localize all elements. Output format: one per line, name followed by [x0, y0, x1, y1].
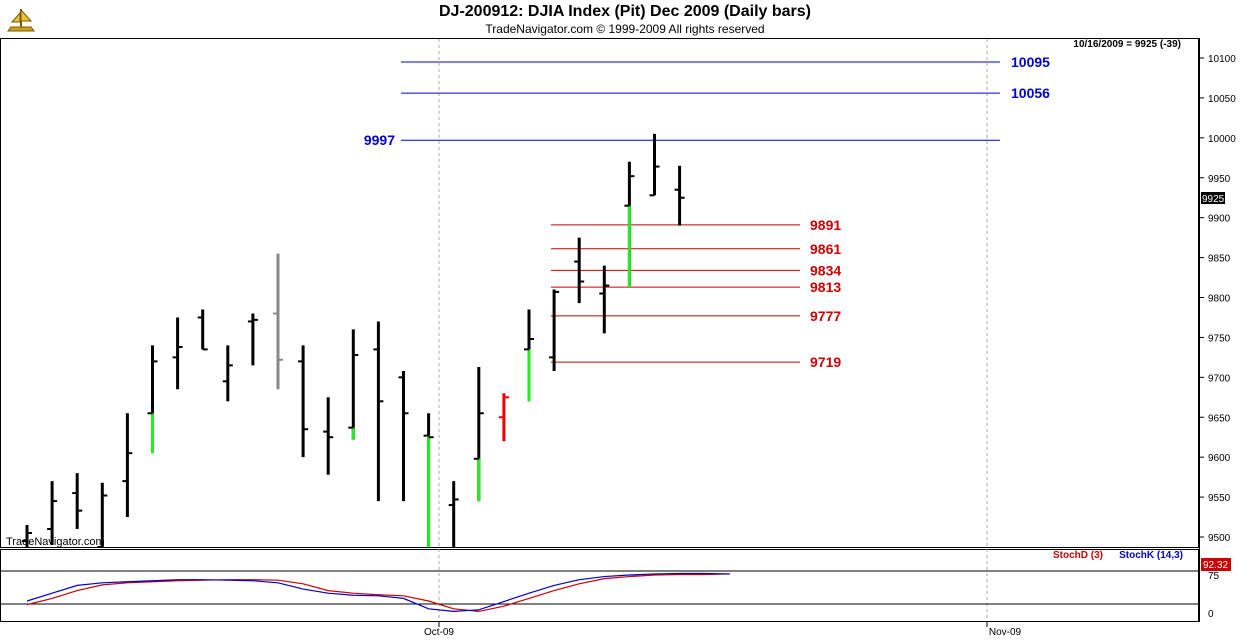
ohlc-bar [498, 393, 509, 442]
chart-subtitle: TradeNavigator.com © 1999-2009 All right… [485, 22, 765, 36]
price-axis: 9500 9550 9600 9650 9700 9750 9800 9850 9900 9950… [1199, 54, 1236, 544]
y-tick-label: 10100 [1208, 54, 1236, 65]
y-tick-label: 9550 [1208, 493, 1231, 504]
y-tick-label: 9700 [1208, 373, 1231, 384]
ohlc-bar [298, 345, 309, 458]
support-label: 9891 [810, 217, 841, 233]
ohlc-bar [323, 397, 334, 475]
stochd-legend: StochD (3) [1053, 550, 1103, 561]
tradenavigator-logo-icon [7, 8, 35, 32]
support-label: 9834 [810, 262, 841, 278]
y-tick-label: 9650 [1208, 413, 1231, 424]
resistance-label: 10095 [1011, 54, 1050, 70]
ohlc-bar [247, 313, 258, 366]
x-label-oct: Oct-09 [424, 627, 454, 638]
stochastic-lines [26, 572, 730, 613]
ohlc-bars [22, 133, 685, 548]
stoch-tick-75: 75 [1208, 571, 1220, 582]
support-label: 9861 [810, 241, 841, 257]
ohlc-bar [122, 413, 133, 518]
price-panel-frame [0, 38, 1199, 548]
stoch-series-line [26, 572, 730, 613]
ohlc-bar [72, 473, 83, 530]
y-tick-label: 9750 [1208, 333, 1231, 344]
ohlc-bar [22, 525, 32, 547]
stoch-series-line [26, 573, 730, 613]
y-tick-label: 9900 [1208, 214, 1231, 225]
y-tick-label: 9850 [1208, 254, 1231, 265]
support-label: 9777 [810, 308, 841, 324]
ohlc-bar [624, 161, 635, 288]
ohlc-bar [674, 165, 685, 226]
ohlc-bar [524, 309, 534, 402]
ohlc-bar [448, 481, 459, 547]
resistance-label: 10056 [1011, 85, 1050, 101]
chart-title: DJ-200912: DJIA Index (Pit) Dec 2009 (Da… [438, 3, 811, 20]
stoch-tag-box [1201, 558, 1231, 571]
chart-header: DJ-200912: DJIA Index (Pit) Dec 2009 (Da… [0, 0, 1250, 38]
y-tick-label: 9950 [1208, 174, 1231, 185]
ohlc-bar [649, 133, 660, 197]
stoch-panel-frame [0, 549, 1199, 622]
y-tick-label: 9600 [1208, 453, 1231, 464]
ohlc-bar [574, 237, 585, 304]
ohlc-bar [398, 370, 409, 502]
watermark: TradeNavigator.com [6, 536, 105, 548]
ohlc-bar [147, 345, 158, 454]
ohlc-bar [423, 413, 434, 547]
ohlc-bar [222, 345, 233, 402]
ohlc-bar [273, 253, 283, 390]
price-tag: 9925 [1202, 194, 1225, 205]
stoch-tag: 92.32 [1203, 560, 1228, 571]
y-tick-label: 10050 [1208, 94, 1236, 105]
last-bar-info: 10/16/2009 = 9925 (-39) [1073, 39, 1181, 50]
ohlc-bar [348, 329, 359, 440]
x-label-nov: Nov-09 [989, 627, 1022, 638]
ohlc-bar [599, 265, 610, 334]
ohlc-bar [197, 309, 208, 351]
ohlc-bar [172, 317, 183, 390]
resistance-label: 9997 [364, 132, 395, 148]
price-tag-box [1201, 192, 1225, 204]
ohlc-bar [373, 321, 384, 502]
ohlc-bar [549, 289, 560, 371]
ohlc-bar [473, 366, 484, 502]
stoch-tick-0: 0 [1208, 609, 1214, 620]
ohlc-bar [47, 481, 58, 545]
support-label: 9813 [810, 279, 841, 295]
y-tick-label: 10000 [1208, 134, 1236, 145]
stochk-legend: StochK (14,3) [1119, 550, 1183, 561]
y-tick-label: 9800 [1208, 294, 1231, 305]
y-tick-label: 9500 [1208, 533, 1231, 544]
ohlc-bar [97, 482, 108, 548]
support-label: 9719 [810, 354, 841, 370]
